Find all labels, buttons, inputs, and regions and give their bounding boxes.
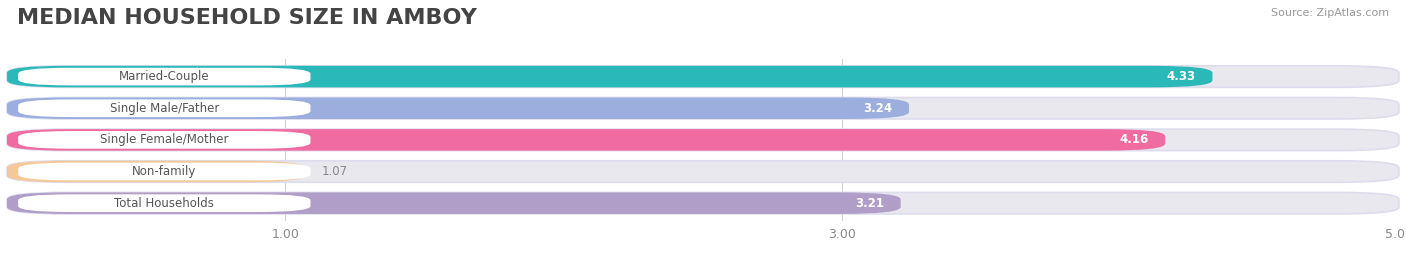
FancyBboxPatch shape	[18, 194, 311, 212]
Text: 3.21: 3.21	[855, 197, 884, 210]
FancyBboxPatch shape	[18, 68, 311, 86]
FancyBboxPatch shape	[7, 192, 901, 214]
Text: 4.33: 4.33	[1167, 70, 1195, 83]
FancyBboxPatch shape	[7, 66, 1399, 87]
Text: Single Female/Mother: Single Female/Mother	[100, 133, 229, 146]
Text: 1.07: 1.07	[322, 165, 347, 178]
FancyBboxPatch shape	[7, 161, 305, 182]
FancyBboxPatch shape	[18, 131, 311, 149]
FancyBboxPatch shape	[18, 163, 311, 180]
Text: Single Male/Father: Single Male/Father	[110, 102, 219, 115]
Text: 3.24: 3.24	[863, 102, 893, 115]
FancyBboxPatch shape	[7, 129, 1166, 151]
Text: Married-Couple: Married-Couple	[120, 70, 209, 83]
Text: Source: ZipAtlas.com: Source: ZipAtlas.com	[1271, 8, 1389, 18]
FancyBboxPatch shape	[18, 100, 311, 117]
Text: Non-family: Non-family	[132, 165, 197, 178]
FancyBboxPatch shape	[7, 97, 910, 119]
Text: Total Households: Total Households	[114, 197, 214, 210]
FancyBboxPatch shape	[7, 161, 1399, 182]
Text: MEDIAN HOUSEHOLD SIZE IN AMBOY: MEDIAN HOUSEHOLD SIZE IN AMBOY	[17, 8, 477, 28]
FancyBboxPatch shape	[7, 97, 1399, 119]
FancyBboxPatch shape	[7, 66, 1212, 87]
FancyBboxPatch shape	[7, 129, 1399, 151]
Text: 4.16: 4.16	[1119, 133, 1149, 146]
FancyBboxPatch shape	[7, 192, 1399, 214]
